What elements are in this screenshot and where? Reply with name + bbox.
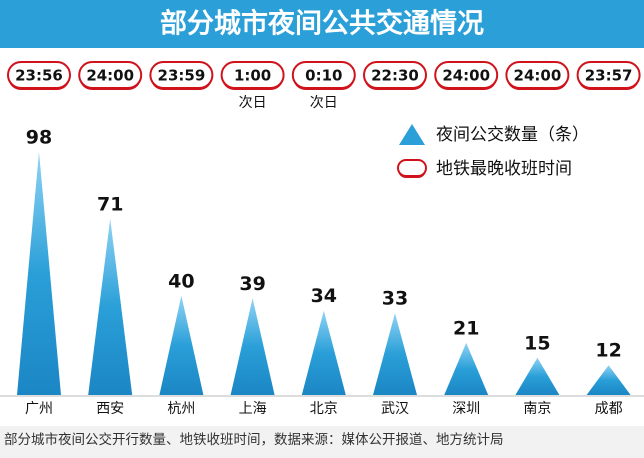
spike: [373, 313, 417, 395]
time-note: 次日: [310, 95, 338, 111]
x-tick-label: 南京: [523, 401, 551, 417]
legend-swatch: [397, 159, 427, 177]
footer: 部分城市夜间公交开行数量、地铁收班时间，数据来源：媒体公开报道、地方统计局: [4, 431, 504, 448]
legend-label: 夜间公交数量（条）: [436, 125, 589, 145]
subway-time: 24:00: [442, 67, 490, 85]
spike: [586, 365, 631, 395]
footer-bar: [0, 426, 644, 458]
subway-time: 23:59: [158, 67, 206, 85]
x-tick-label: 成都: [595, 401, 623, 417]
time-pill: [7, 61, 71, 89]
x-tick-label: 武汉: [381, 401, 409, 417]
subway-time: 23:56: [15, 67, 63, 85]
time-pill: [78, 61, 143, 89]
time-pill: [220, 61, 285, 89]
spike: [515, 357, 560, 395]
title-bar: [0, 0, 644, 48]
value-label: 39: [239, 273, 265, 295]
spike: [159, 295, 204, 395]
spike: [230, 298, 275, 395]
value-label: 98: [26, 126, 52, 148]
x-tick-label: 广州: [25, 401, 53, 417]
x-tick-label: 北京: [310, 401, 338, 417]
value-label: 33: [382, 288, 408, 310]
value-label: 71: [97, 193, 123, 215]
value-label: 12: [595, 340, 621, 362]
value-label: 40: [168, 270, 194, 292]
x-tick-label: 上海: [239, 401, 267, 417]
spike: [17, 151, 61, 395]
x-tick-label: 杭州: [167, 401, 195, 417]
subway-time: 24:00: [86, 67, 134, 85]
value-label: 15: [524, 332, 550, 354]
x-tick-label: 西安: [96, 401, 124, 417]
spike: [301, 310, 346, 395]
legend-label: 地铁最晚收班时间: [436, 159, 572, 179]
subway-time: 23:57: [585, 67, 633, 85]
subway-time: 24:00: [514, 67, 562, 85]
time-note: 次日: [239, 95, 267, 111]
x-tick-label: 深圳: [452, 401, 480, 417]
time-pill: [149, 61, 214, 89]
time-pill: [505, 61, 570, 89]
subway-time: 22:30: [371, 67, 419, 85]
legend-swatch: [399, 124, 425, 145]
time-pill: [434, 61, 499, 89]
spike: [444, 342, 489, 395]
chart-title: 部分城市夜间公共交通情况: [160, 8, 484, 40]
subway-time: 1:00: [234, 67, 271, 85]
value-label: 34: [311, 285, 337, 307]
value-label: 21: [453, 317, 479, 339]
subway-time: 0:10: [305, 67, 342, 85]
time-pill: [291, 61, 356, 89]
spike: [88, 218, 133, 395]
time-pill: [576, 61, 641, 89]
time-pill: [363, 61, 427, 89]
